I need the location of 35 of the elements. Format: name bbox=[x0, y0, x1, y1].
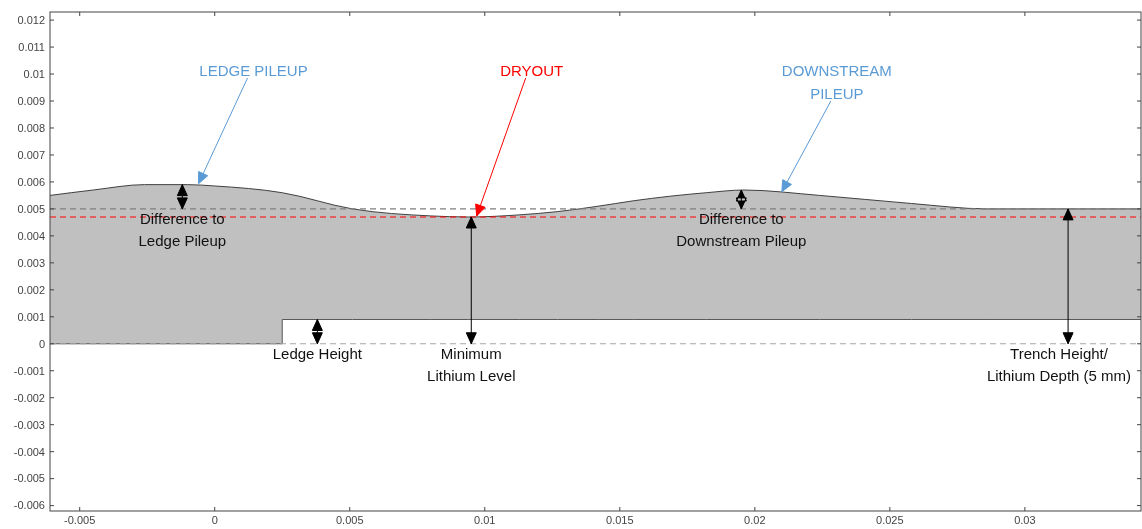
annotation: LEDGE PILEUP bbox=[199, 62, 308, 79]
x-tick-label: 0.025 bbox=[876, 514, 904, 526]
y-tick-label: 0.007 bbox=[17, 148, 45, 161]
y-tick-label: 0.011 bbox=[18, 40, 45, 53]
annotation: DRYOUT bbox=[500, 62, 564, 79]
annotation: Trench Height/ Lithium Depth (5 mm) bbox=[986, 344, 1132, 384]
y-tick-label: 0.004 bbox=[17, 229, 45, 242]
annotation: Difference to Ledge Pileup bbox=[138, 209, 227, 249]
y-tick-label: 0.006 bbox=[17, 175, 45, 188]
x-tick-label: 0.03 bbox=[1014, 514, 1036, 526]
y-tick-label: -0.004 bbox=[13, 445, 45, 458]
x-tick-label: 0 bbox=[211, 514, 218, 526]
x-tick-label: -0.005 bbox=[64, 514, 96, 526]
y-tick-label: 0.012 bbox=[17, 13, 45, 26]
y-tick-label: 0.009 bbox=[17, 94, 45, 107]
y-tick-label: 0.002 bbox=[17, 283, 45, 296]
annotation: DOWNSTREAM PILEUP bbox=[781, 62, 892, 102]
y-tick-label: 0.008 bbox=[17, 121, 45, 134]
y-tick-label: 0.001 bbox=[17, 310, 45, 323]
y-tick-label: -0.002 bbox=[13, 391, 45, 404]
annotation: Minimum Lithium Level bbox=[427, 344, 516, 384]
x-tick-label: 0.015 bbox=[606, 514, 634, 526]
y-tick-label: 0.005 bbox=[17, 202, 45, 215]
y-tick-label: -0.001 bbox=[13, 364, 45, 377]
y-tick-label: -0.005 bbox=[13, 472, 45, 485]
y-tick-label: 0.003 bbox=[17, 256, 45, 269]
x-tick-label: 0.02 bbox=[744, 514, 766, 526]
x-tick-label: 0.005 bbox=[335, 514, 364, 526]
y-tick-label: -0.006 bbox=[13, 499, 45, 512]
y-tick-label: 0.01 bbox=[23, 67, 45, 80]
annotation: Ledge Height bbox=[272, 344, 363, 362]
annotation: Difference to Downstream Pileup bbox=[676, 209, 807, 249]
y-tick-label: -0.003 bbox=[13, 418, 45, 431]
x-tick-label: 0.01 bbox=[474, 514, 496, 526]
y-tick-label: 0 bbox=[38, 337, 45, 350]
